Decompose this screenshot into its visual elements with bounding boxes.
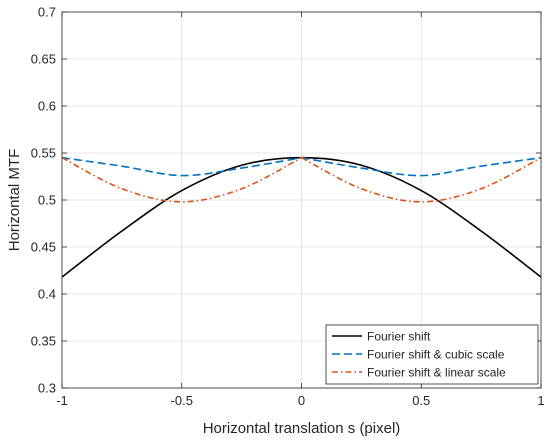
series-lines xyxy=(61,156,542,278)
x-tick-label: 1 xyxy=(537,393,544,408)
x-tick-label: -1 xyxy=(56,393,68,408)
series-line-2 xyxy=(61,156,542,177)
y-tick-label: 0.4 xyxy=(38,287,56,302)
legend-label: Fourier shift xyxy=(367,330,431,344)
y-axis-label: Horizontal MTF xyxy=(6,149,23,252)
x-tick-label: 0 xyxy=(298,393,305,408)
axis-ticks: -1 -0.5 0 0.5 1 0.3 0.35 0.4 0.45 0.5 0.55 0.6 0.65 0… xyxy=(31,5,545,409)
x-tick-label: -0.5 xyxy=(171,393,193,408)
y-tick-label: 0.35 xyxy=(31,334,56,349)
legend-label: Fourier shift & linear scale xyxy=(367,366,506,380)
y-tick-label: 0.7 xyxy=(38,5,56,20)
y-tick-label: 0.3 xyxy=(38,381,56,396)
legend: Fourier shift Fourier shift & cubic scale… xyxy=(325,324,539,385)
y-tick-label: 0.5 xyxy=(38,193,56,208)
legend-label: Fourier shift & cubic scale xyxy=(367,348,505,362)
y-tick-label: 0.55 xyxy=(31,146,56,161)
x-tick-label: 0.5 xyxy=(412,393,430,408)
y-tick-label: 0.65 xyxy=(31,52,56,67)
y-tick-label: 0.6 xyxy=(38,99,56,114)
y-tick-label: 0.45 xyxy=(31,240,56,255)
series-line-3 xyxy=(61,156,542,203)
x-axis-label: Horizontal translation s (pixel) xyxy=(203,420,401,437)
